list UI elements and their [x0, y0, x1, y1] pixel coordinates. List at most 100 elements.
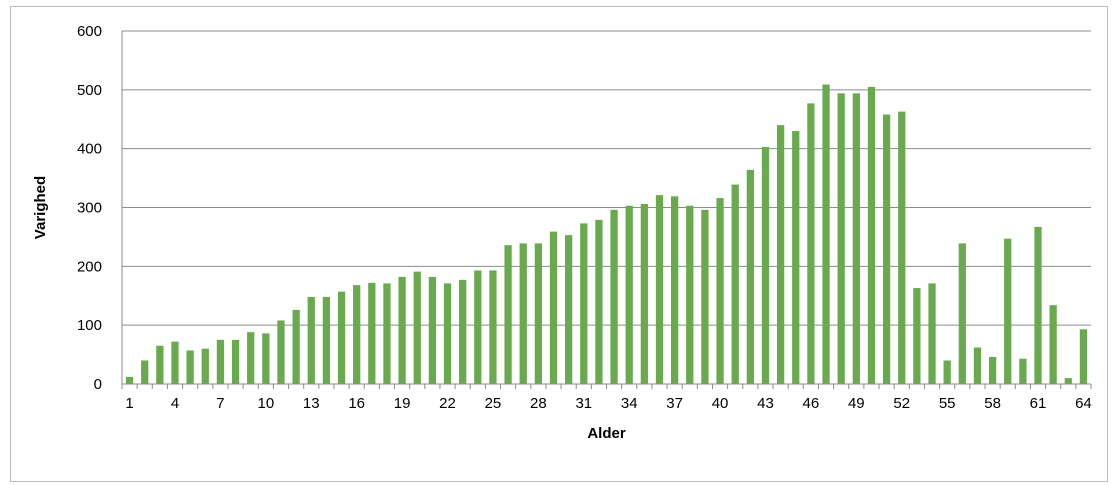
x-tick-label: 1 [125, 395, 133, 412]
bar-12 [292, 309, 300, 384]
x-tick-label: 40 [712, 395, 729, 412]
x-tick-label: 25 [485, 395, 502, 412]
x-tick-label: 31 [575, 395, 592, 412]
x-tick-label: 43 [757, 395, 774, 412]
bar-56 [958, 243, 966, 384]
x-tick-label: 22 [439, 395, 456, 412]
bar-7 [216, 339, 225, 384]
bar-45 [792, 131, 800, 384]
bar-11 [277, 320, 285, 384]
bar-35 [640, 203, 648, 384]
bar-21 [428, 276, 437, 384]
x-tick-label: 7 [216, 395, 224, 412]
bar-31 [580, 223, 588, 384]
bar-41 [731, 184, 739, 384]
bar-1 [125, 376, 134, 384]
bar-10 [262, 333, 270, 384]
bar-54 [928, 283, 936, 384]
bar-57 [973, 347, 982, 384]
x-tick-label: 34 [621, 395, 638, 412]
bar-9 [247, 332, 255, 384]
y-tick-label: 500 [77, 82, 102, 99]
bar-52 [898, 111, 906, 384]
y-tick-label: 300 [77, 200, 102, 217]
y-axis-ticks: 0 100 200 300 400 500 600 [77, 23, 102, 393]
bar-22 [443, 283, 452, 384]
bar-14 [322, 296, 331, 384]
x-tick-label: 19 [394, 395, 411, 412]
bar-40 [716, 198, 724, 384]
bar-27 [519, 243, 527, 384]
bar-4 [171, 341, 179, 384]
bar-17 [368, 282, 376, 384]
bar-32 [595, 219, 603, 384]
chart-frame: 0 100 200 300 400 500 600 1 4 7 10 13 16 19 22 25 28 31 3… [10, 6, 1108, 482]
bar-55 [943, 360, 951, 384]
x-tick-label: 49 [848, 395, 865, 412]
bar-30 [565, 235, 573, 384]
x-tick-label: 46 [803, 395, 820, 412]
bar-20 [413, 271, 421, 384]
bar-50 [867, 86, 876, 385]
bar-59 [1004, 238, 1012, 384]
y-tick-label: 200 [77, 258, 102, 275]
bar-13 [307, 296, 315, 384]
bar-29 [549, 231, 558, 384]
y-tick-label: 100 [77, 317, 102, 334]
bar-26 [504, 245, 512, 384]
bar-60 [1019, 358, 1027, 384]
bar-38 [686, 205, 694, 384]
bar-6 [201, 348, 209, 384]
x-tick-label: 58 [984, 395, 1001, 412]
bar-42 [746, 169, 754, 384]
bar-37 [670, 196, 679, 384]
grid-lines [121, 30, 1091, 384]
bar-47 [822, 84, 830, 384]
x-tick-label: 64 [1075, 395, 1092, 412]
bar-3 [156, 345, 164, 384]
bar-19 [398, 276, 406, 384]
bar-46 [807, 103, 815, 385]
bar-49 [852, 93, 860, 384]
bar-5 [186, 350, 194, 384]
bar-8 [231, 339, 240, 384]
x-tick-label: 55 [939, 395, 956, 412]
bar-53 [913, 288, 921, 384]
x-tick-label: 16 [348, 395, 365, 412]
y-axis-title: Varighed [32, 176, 49, 239]
x-axis-ticks: 1 4 7 10 13 16 19 22 25 28 31 34 37 40 43 46 49 52 55 58 61 6… [121, 384, 1092, 412]
bar-18 [383, 283, 391, 384]
bar-25 [489, 270, 497, 384]
bars [125, 84, 1088, 385]
y-tick-label: 0 [94, 376, 102, 393]
bar-23 [459, 279, 467, 384]
bar-28 [534, 243, 543, 384]
x-tick-label: 52 [893, 395, 910, 412]
bar-chart: 0 100 200 300 400 500 600 1 4 7 10 13 16 19 22 25 28 31 3… [32, 23, 1092, 442]
bar-34 [625, 205, 633, 384]
bar-2 [141, 360, 149, 384]
x-tick-label: 13 [303, 395, 320, 412]
x-axis-title: Alder [587, 425, 626, 442]
bar-39 [701, 209, 709, 384]
bar-24 [474, 270, 482, 384]
bar-58 [988, 356, 997, 384]
bar-43 [761, 146, 770, 384]
x-tick-label: 61 [1030, 395, 1047, 412]
x-tick-label: 4 [171, 395, 179, 412]
y-tick-label: 600 [77, 23, 102, 40]
y-tick-label: 400 [77, 141, 102, 158]
x-tick-label: 28 [530, 395, 547, 412]
bar-63 [1064, 378, 1072, 384]
bar-44 [776, 125, 785, 384]
bar-48 [837, 93, 845, 384]
x-tick-label: 37 [666, 395, 683, 412]
bar-36 [655, 195, 664, 384]
bar-33 [610, 209, 618, 384]
bar-51 [882, 114, 891, 384]
bar-64 [1079, 329, 1088, 384]
bar-16 [353, 285, 361, 384]
bar-62 [1049, 305, 1057, 384]
bar-61 [1034, 226, 1042, 384]
x-tick-label: 10 [257, 395, 274, 412]
